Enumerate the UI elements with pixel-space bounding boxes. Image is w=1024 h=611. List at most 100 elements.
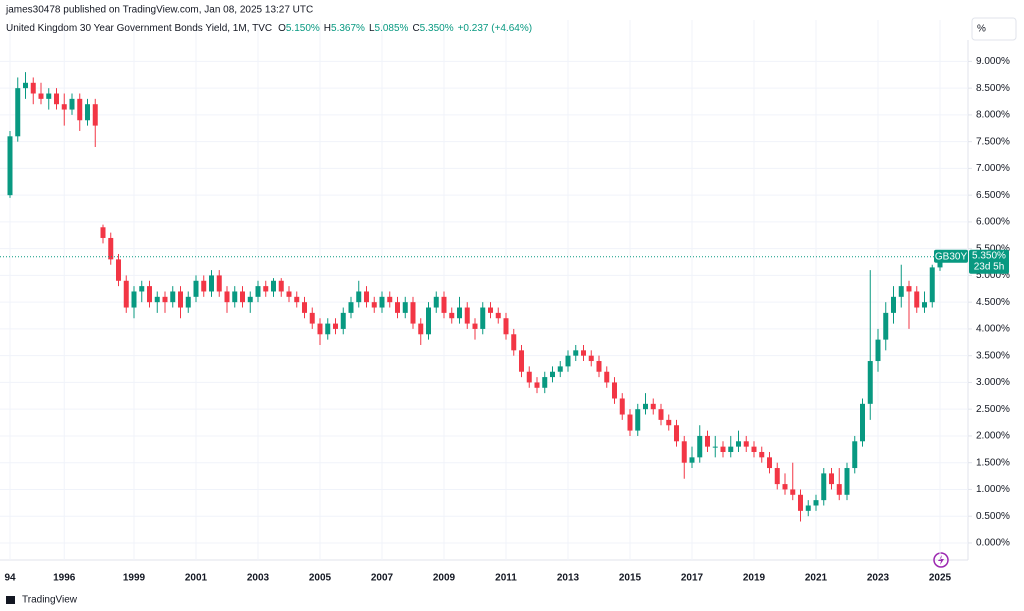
candle-body (495, 312, 501, 319)
candle-body (844, 468, 850, 495)
candle-body (813, 500, 819, 506)
candle-body (61, 104, 67, 110)
candle-body (759, 451, 765, 458)
candle-body (23, 82, 28, 89)
legend-change: +0.237 (+4.64%) (458, 23, 533, 34)
candle-body (743, 441, 749, 447)
y-tick-label: 2.500% (976, 404, 1010, 415)
candle-body (154, 296, 160, 303)
candle-body (511, 334, 517, 351)
legend-key: H (324, 23, 331, 34)
chart-title: United Kingdom 30 Year Government Bonds … (6, 23, 272, 34)
x-tick-label: 2001 (185, 573, 208, 584)
y-tick-label: 8.000% (976, 110, 1010, 121)
x-tick-label: 2011 (495, 573, 517, 584)
legend-key: L (369, 23, 375, 34)
candle-body (371, 302, 377, 308)
scale-button[interactable] (971, 17, 1017, 41)
candle-body (790, 489, 796, 495)
candle-body (774, 468, 780, 485)
candle-body (364, 291, 369, 303)
candle-body (30, 82, 36, 94)
candle-body (162, 296, 168, 303)
candle-body (635, 409, 641, 431)
candle-body (526, 371, 532, 383)
candle-body (488, 307, 493, 313)
symbol-tag-label: GB30Y (935, 251, 968, 262)
x-tick-label: 1996 (53, 573, 76, 584)
legend-value: 5.085% (375, 23, 409, 34)
candle-body (604, 371, 610, 383)
candle-body (658, 409, 664, 420)
candle-body (340, 312, 346, 329)
candle-body (472, 323, 478, 329)
y-tick-label: 5.500% (976, 243, 1010, 254)
candle-body (333, 323, 338, 329)
candle-body (395, 302, 400, 313)
candle-body (131, 291, 137, 308)
candle-body (100, 227, 106, 238)
candle-body (929, 267, 935, 303)
candle-body (46, 93, 52, 99)
footer-brand: TradingView (22, 595, 78, 606)
candle-body (116, 259, 121, 281)
candle-body (201, 280, 207, 292)
candle-body (689, 457, 695, 463)
candle-body (77, 98, 83, 121)
y-tick-label: 5.000% (976, 270, 1010, 281)
legend: United Kingdom 30 Year Government Bonds … (6, 23, 532, 34)
candle-body (503, 318, 509, 335)
candle-body (69, 98, 75, 110)
candle-body (278, 280, 284, 292)
x-tick-label: 2009 (433, 573, 456, 584)
x-tick-label: 2017 (681, 573, 704, 584)
candle-body (271, 280, 276, 292)
candle-body (108, 237, 114, 260)
candle-body (922, 302, 927, 308)
candle-body (170, 291, 176, 303)
candle-body (240, 291, 245, 303)
candle-body (387, 296, 393, 303)
y-tick-label: 8.500% (976, 83, 1010, 94)
x-tick-label: 2015 (619, 573, 642, 584)
x-tick-label: 2019 (743, 573, 766, 584)
x-tick-label: 1999 (123, 573, 146, 584)
y-tick-label: 6.000% (976, 217, 1010, 228)
y-tick-label: 6.500% (976, 190, 1010, 201)
candle-body (224, 291, 230, 303)
legend-value: 5.150% (286, 23, 320, 34)
candle-body (891, 296, 896, 313)
candle-body (573, 350, 579, 356)
candle-body (178, 291, 183, 308)
candle-body (867, 361, 873, 404)
candle-body (875, 339, 881, 362)
candle-body (449, 312, 455, 319)
candle-body (643, 403, 648, 410)
x-tick-label: 2021 (805, 573, 828, 584)
x-tick-label: 2023 (867, 573, 890, 584)
candle-body (736, 441, 741, 447)
y-tick-label: 9.000% (976, 56, 1010, 67)
candle-body (860, 403, 865, 442)
candle-body (147, 286, 152, 303)
candle-body (767, 457, 772, 469)
candle-body (612, 382, 617, 399)
candle-body (751, 446, 757, 452)
candle-body (557, 366, 563, 372)
scale-button-label[interactable]: % (977, 24, 986, 35)
symbol-tag (934, 249, 968, 263)
candle-body (263, 286, 269, 292)
alert-icon[interactable] (933, 552, 949, 568)
candle-body (674, 425, 679, 442)
candle-body (426, 307, 431, 335)
legend-key: O (278, 23, 286, 34)
candle-body (619, 398, 625, 415)
legend-value: 5.350% (420, 23, 454, 34)
candle-body (433, 296, 439, 308)
candle-body (627, 414, 633, 431)
candle-body (348, 302, 354, 313)
x-tick-label: 2007 (371, 573, 394, 584)
alert-icon-bolt (938, 555, 944, 565)
